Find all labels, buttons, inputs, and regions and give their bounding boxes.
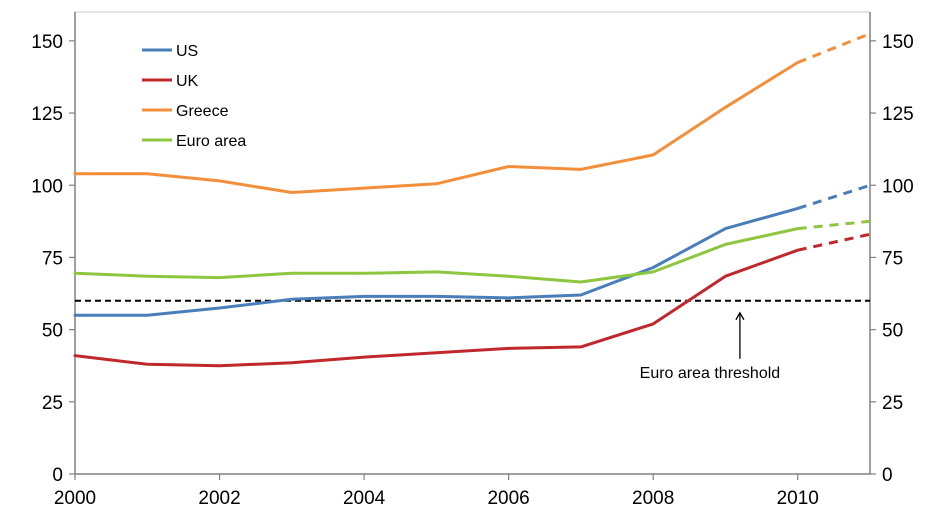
series-projection-euro-area xyxy=(797,219,871,231)
y-tick-label-left: 75 xyxy=(42,248,63,269)
y-tick-label-left: 100 xyxy=(31,176,63,197)
threshold-label: Euro area threshold xyxy=(640,365,781,382)
legend-label-euro-area: Euro area xyxy=(176,133,246,150)
y-tick-label-left: 50 xyxy=(42,321,63,342)
y-tick-label-right: 25 xyxy=(882,393,903,414)
series-projection-uk xyxy=(797,232,871,252)
x-tick-label: 2010 xyxy=(777,488,819,509)
legend-label-us: US xyxy=(176,43,198,60)
x-tick-label: 2006 xyxy=(487,488,529,509)
series-line-greece xyxy=(73,61,800,194)
threshold-group: Euro area threshold xyxy=(75,299,870,382)
y-tick-label-right: 0 xyxy=(882,465,893,486)
y-tick-label-right: 125 xyxy=(882,104,914,125)
threshold-arrowhead xyxy=(735,311,745,321)
series-projection-us xyxy=(797,183,871,210)
y-tick-label-right: 100 xyxy=(882,176,914,197)
series-line-us xyxy=(73,206,800,317)
y-tick-label-left: 25 xyxy=(42,393,63,414)
legend: US UK Greece Euro area xyxy=(142,43,246,150)
x-tick-label: 2002 xyxy=(198,488,240,509)
y-tick-label-left: 125 xyxy=(31,104,63,125)
y-tick-label-right: 150 xyxy=(882,32,914,53)
x-tick-label: 2000 xyxy=(54,488,96,509)
x-tick-label: 2004 xyxy=(343,488,386,509)
y-tick-label-left: 150 xyxy=(31,32,63,53)
y-tick-label-left: 0 xyxy=(52,465,63,486)
legend-label-greece: Greece xyxy=(176,103,229,120)
legend-label-uk: UK xyxy=(176,73,199,90)
series-lines xyxy=(73,32,871,368)
axes: 0 0 25 25 50 50 75 75 100 100 125 125 150 150 2000 2002… xyxy=(31,11,914,509)
series-line-euro-area xyxy=(73,227,800,284)
series-projection-greece xyxy=(797,32,871,64)
y-tick-label-right: 75 xyxy=(882,248,903,269)
y-tick-label-right: 50 xyxy=(882,321,903,342)
series-line-uk xyxy=(73,248,800,368)
x-tick-label: 2008 xyxy=(632,488,674,509)
